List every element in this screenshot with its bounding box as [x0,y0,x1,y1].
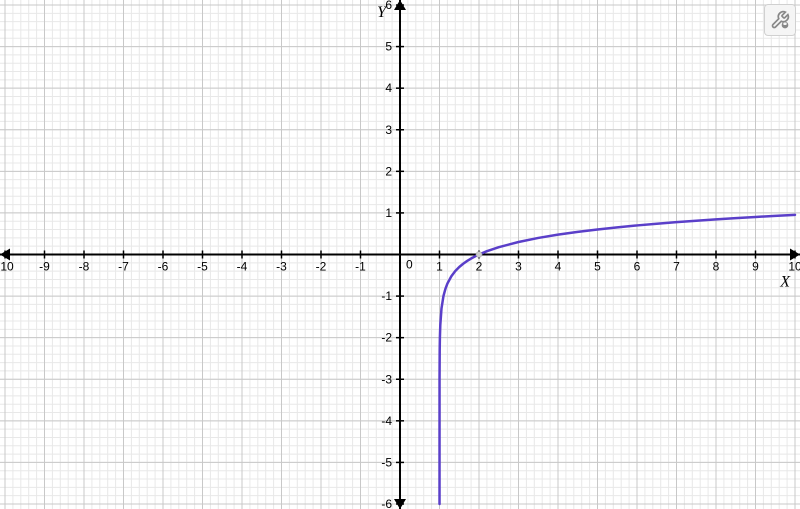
svg-text:1: 1 [385,206,392,220]
svg-text:5: 5 [594,260,601,274]
svg-text:3: 3 [385,123,392,137]
wrench-icon [770,10,790,30]
svg-text:-7: -7 [118,260,129,274]
svg-text:-1: -1 [381,289,392,303]
svg-text:-5: -5 [381,455,392,469]
svg-text:2: 2 [385,164,392,178]
svg-text:10: 10 [788,260,800,274]
svg-text:X: X [779,274,791,291]
svg-text:2: 2 [476,260,483,274]
svg-text:-6: -6 [158,260,169,274]
coordinate-plane: -10-9-8-7-6-5-4-3-2-1012345678910-6-5-4-… [0,0,800,509]
svg-text:-9: -9 [39,260,50,274]
svg-text:-10: -10 [0,260,14,274]
svg-text:7: 7 [673,260,680,274]
svg-text:-4: -4 [237,260,248,274]
svg-text:-5: -5 [197,260,208,274]
svg-text:-8: -8 [79,260,90,274]
chart-container: -10-9-8-7-6-5-4-3-2-1012345678910-6-5-4-… [0,0,800,509]
svg-text:-3: -3 [276,260,287,274]
svg-text:5: 5 [385,40,392,54]
svg-text:4: 4 [385,81,392,95]
svg-text:6: 6 [385,0,392,12]
tools-button[interactable] [764,4,796,36]
svg-text:1: 1 [436,260,443,274]
svg-text:-2: -2 [316,260,327,274]
svg-text:-4: -4 [381,414,392,428]
svg-text:3: 3 [515,260,522,274]
svg-text:4: 4 [555,260,562,274]
svg-text:-6: -6 [381,497,392,509]
svg-text:6: 6 [634,260,641,274]
svg-text:-3: -3 [381,372,392,386]
svg-text:8: 8 [713,260,720,274]
svg-text:-1: -1 [355,260,366,274]
svg-text:-2: -2 [381,331,392,345]
svg-text:0: 0 [406,258,413,272]
svg-text:9: 9 [752,260,759,274]
